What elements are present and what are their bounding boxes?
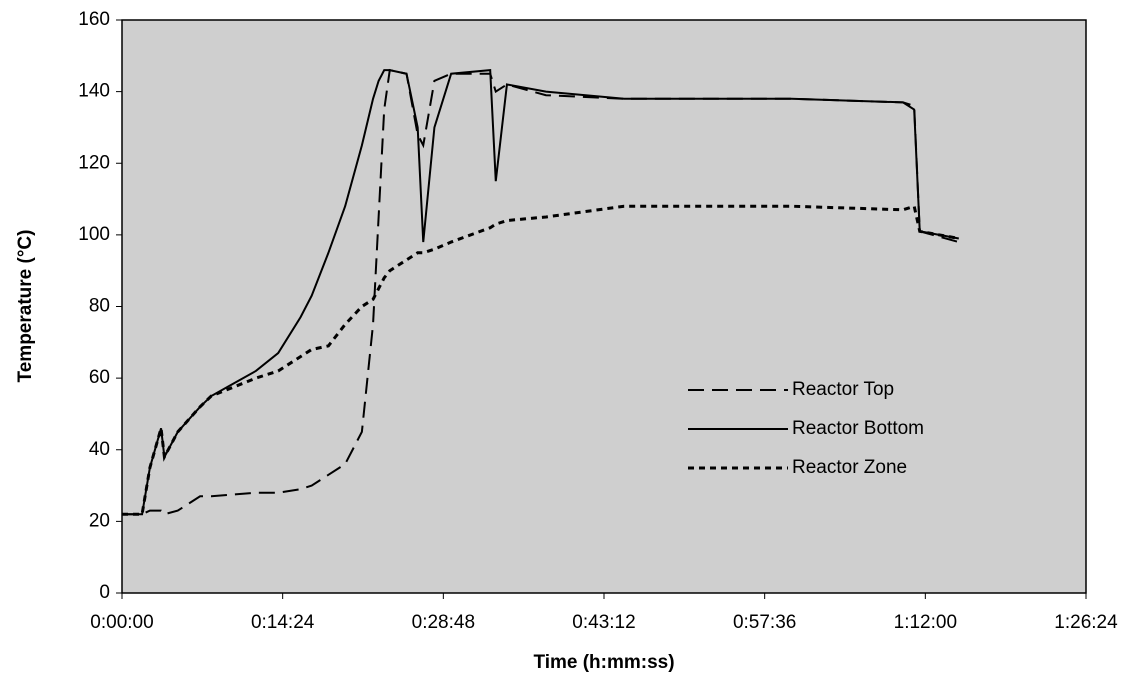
x-tick-label: 1:12:00 — [894, 612, 957, 633]
series-line — [122, 68, 960, 516]
x-tick-label: 0:14:24 — [251, 612, 315, 633]
x-tick-label: 0:28:48 — [412, 612, 475, 633]
legend-label: Reactor Zone — [792, 457, 907, 478]
y-tick-label: 160 — [78, 9, 110, 30]
series-line — [122, 69, 959, 516]
y-tick-label: 100 — [78, 224, 110, 245]
y-axis-label: Temperature (°C) — [15, 230, 36, 383]
x-axis-label: Time (h:mm:ss) — [533, 652, 674, 673]
y-tick-label: 80 — [89, 296, 110, 317]
y-tick-label: 140 — [78, 81, 110, 102]
x-tick-label: 0:00:00 — [90, 612, 153, 633]
x-tick-label: 0:57:36 — [733, 612, 796, 633]
y-tick-label: 20 — [89, 510, 110, 531]
plot-area — [121, 19, 1087, 594]
x-tick-label: 1:26:24 — [1054, 612, 1118, 633]
y-tick-label: 40 — [89, 439, 110, 460]
x-tick-label: 0:43:12 — [572, 612, 635, 633]
y-tick-label: 120 — [78, 152, 110, 173]
legend-label: Reactor Top — [792, 379, 894, 400]
y-tick-label: 60 — [89, 367, 110, 388]
legend-label: Reactor Bottom — [792, 418, 924, 439]
y-tick-label: 0 — [99, 582, 110, 603]
